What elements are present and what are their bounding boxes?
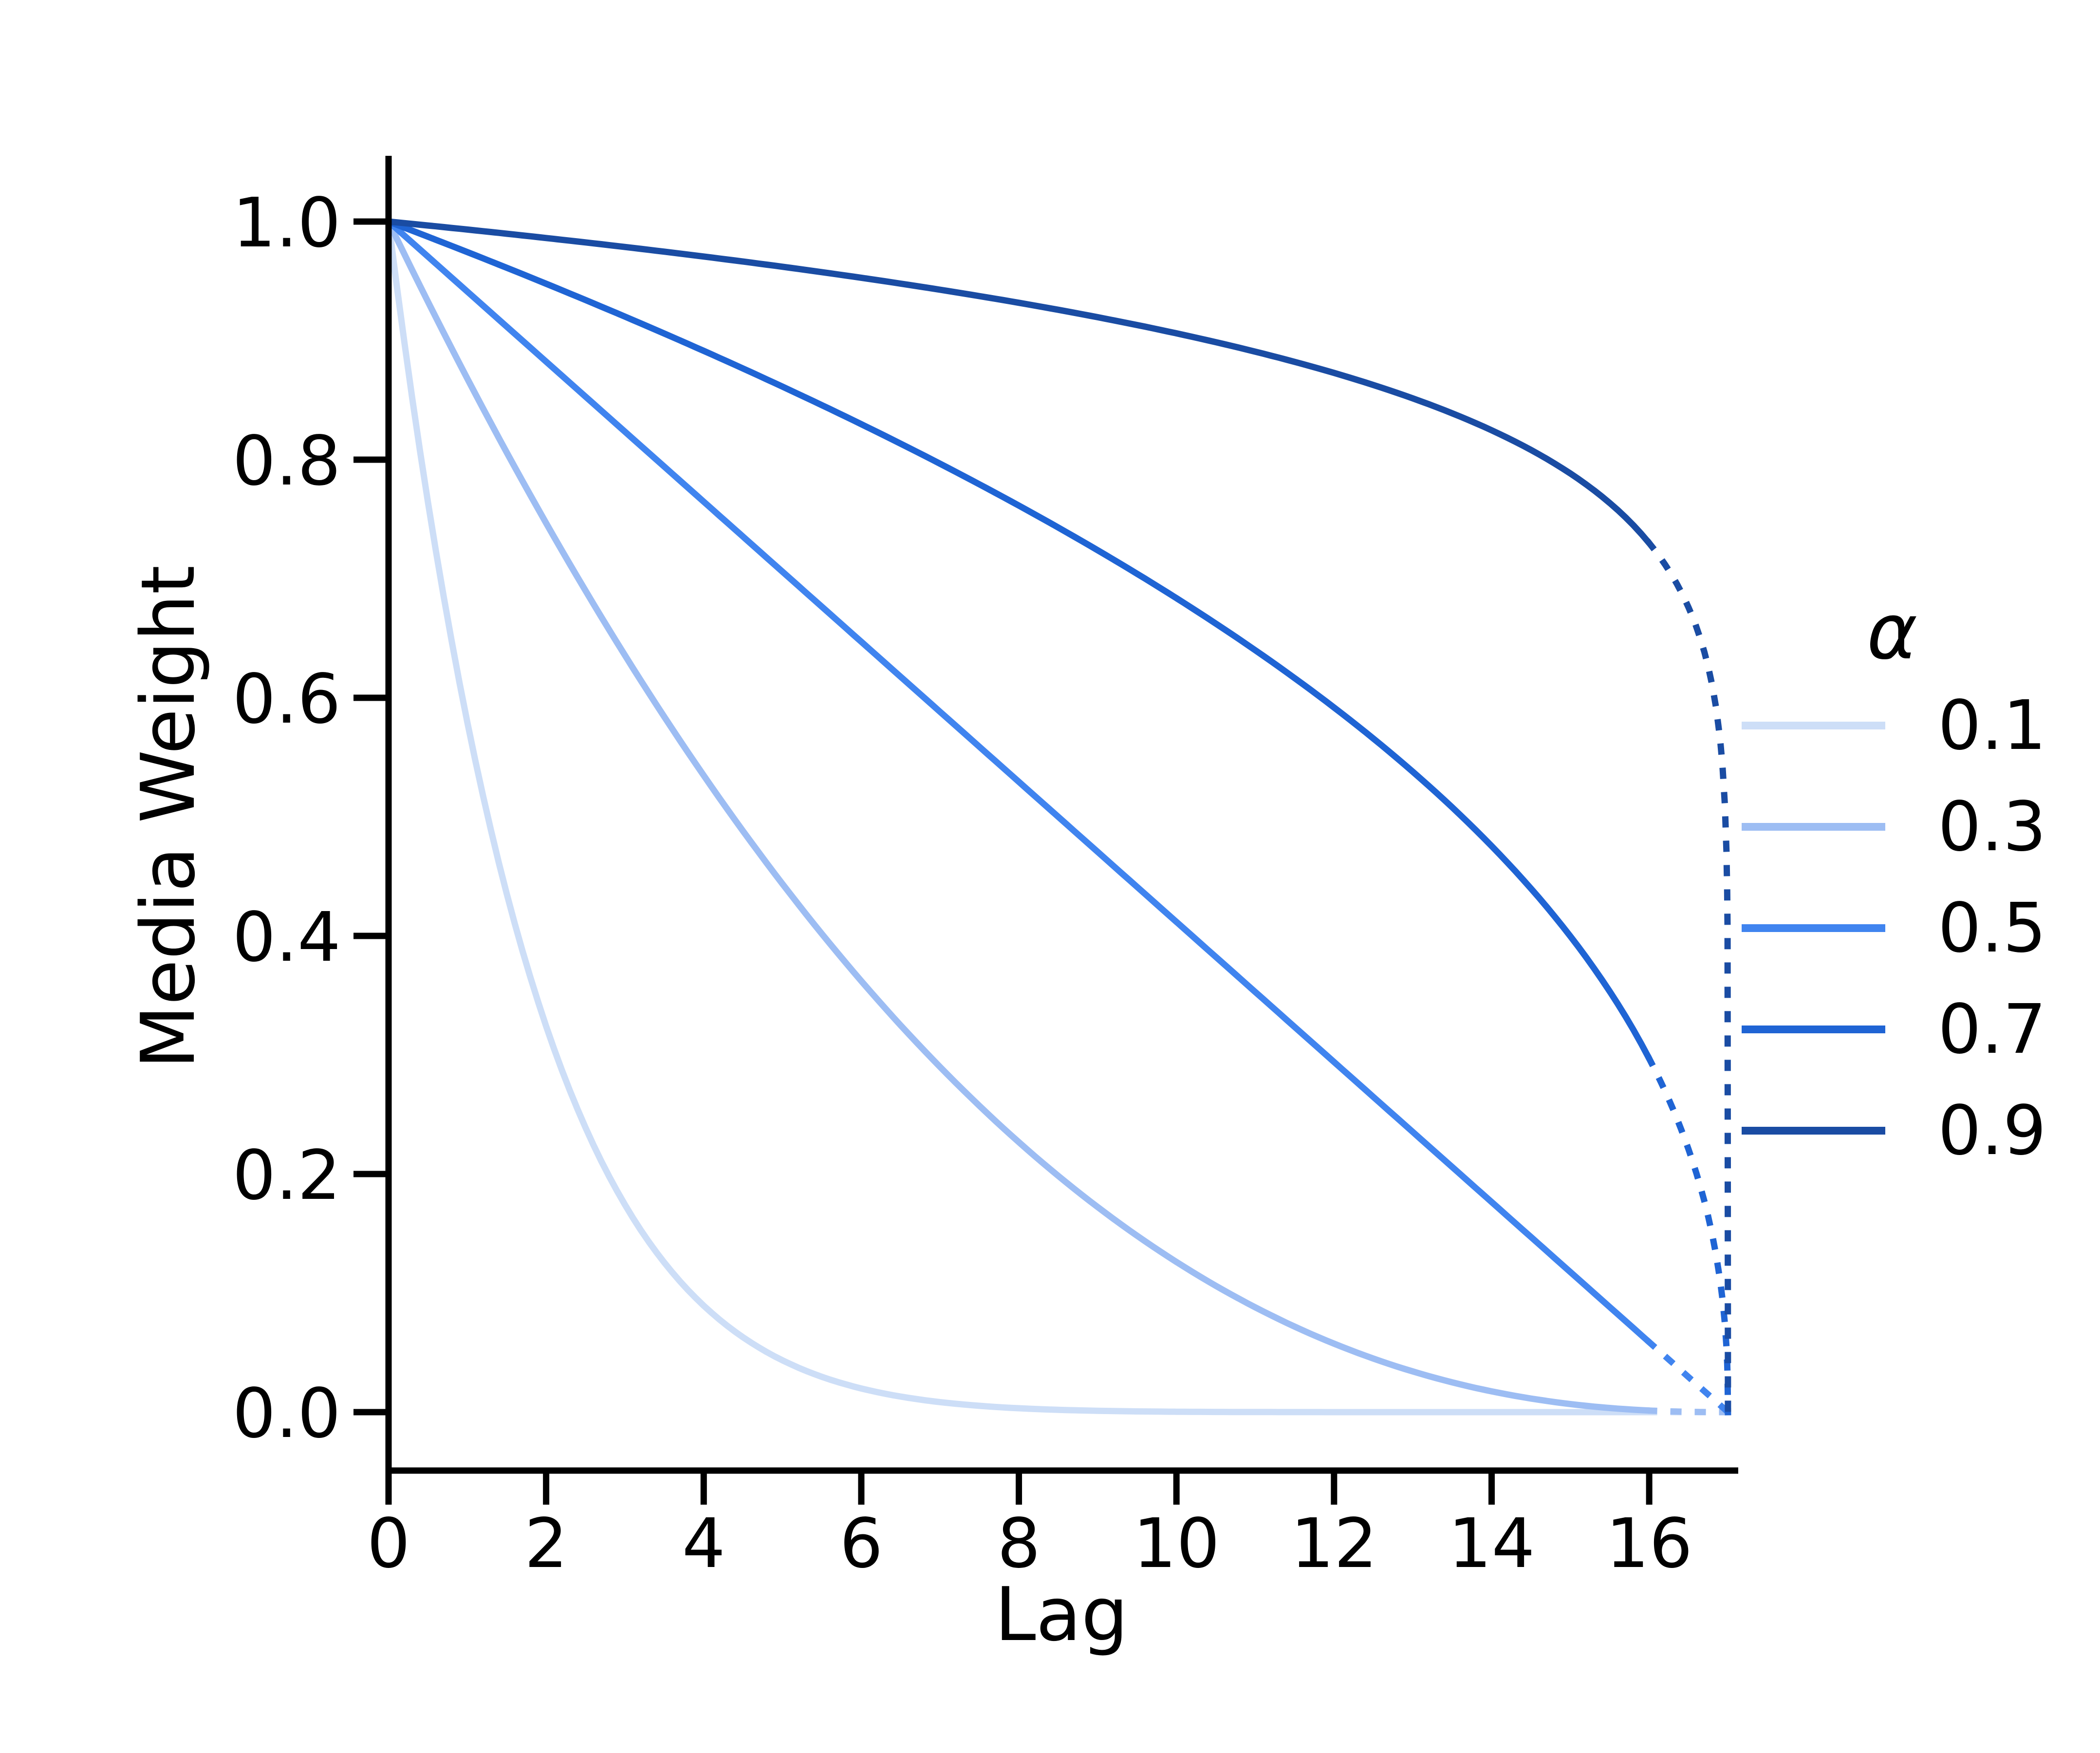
x-tick-label-4: 4 bbox=[682, 1504, 725, 1584]
series-line-solid-alpha-0.1 bbox=[385, 218, 1653, 1416]
x-tick-label-10: 10 bbox=[1133, 1504, 1220, 1584]
y-tick-label-0.8: 0.8 bbox=[232, 422, 341, 501]
x-tick-label-0: 0 bbox=[367, 1504, 410, 1584]
curves-group bbox=[385, 218, 1733, 1417]
y-tick-label-0.6: 0.6 bbox=[232, 660, 341, 739]
x-tick-label-14: 14 bbox=[1448, 1504, 1535, 1584]
legend-label-alpha-0.5: 0.5 bbox=[1938, 889, 2046, 968]
series-line-solid-alpha-0.9 bbox=[385, 218, 1653, 546]
legend-label-alpha-0.9: 0.9 bbox=[1938, 1091, 2046, 1171]
x-tick-label-8: 8 bbox=[997, 1504, 1041, 1584]
legend-item-alpha-0.7: 0.7 bbox=[1742, 990, 2046, 1069]
series-line-solid-alpha-0.3 bbox=[385, 218, 1653, 1414]
x-ticks-group: 0 2 4 6 8 10 12 14 16 bbox=[367, 1471, 1692, 1584]
legend-item-alpha-0.5: 0.5 bbox=[1742, 889, 2046, 968]
x-tick-label-6: 6 bbox=[839, 1504, 883, 1584]
y-tick-label-0.4: 0.4 bbox=[232, 898, 341, 977]
legend-items-group: 0.1 0.3 0.5 0.7 0.9 bbox=[1742, 686, 2046, 1171]
series-line-solid-alpha-0.5 bbox=[385, 218, 1653, 1345]
y-axis-title: Media Weight bbox=[125, 565, 211, 1069]
series-line-solid-alpha-0.7 bbox=[385, 218, 1653, 1062]
series-line-dotted-alpha-0.7 bbox=[1645, 1054, 1731, 1416]
y-tick-label-0.0: 0.0 bbox=[232, 1374, 341, 1454]
legend-label-alpha-0.1: 0.1 bbox=[1938, 686, 2046, 765]
x-tick-label-12: 12 bbox=[1291, 1504, 1377, 1584]
x-axis-title: Lag bbox=[995, 1571, 1128, 1658]
y-ticks-group: 1.0 0.8 0.6 0.4 0.2 0.0 bbox=[232, 184, 389, 1454]
legend-title: α bbox=[1867, 587, 1917, 677]
legend-label-alpha-0.7: 0.7 bbox=[1938, 990, 2046, 1069]
series-line-dotted-alpha-0.5 bbox=[1644, 1338, 1733, 1417]
series-line-dotted-alpha-0.3 bbox=[1646, 1407, 1731, 1416]
legend-item-alpha-0.9: 0.9 bbox=[1742, 1091, 2046, 1171]
y-tick-label-0.2: 0.2 bbox=[232, 1136, 341, 1215]
legend-label-alpha-0.3: 0.3 bbox=[1938, 787, 2046, 867]
x-tick-label-16: 16 bbox=[1606, 1504, 1692, 1584]
y-tick-label-1.0: 1.0 bbox=[232, 184, 341, 263]
legend: α 0.1 0.3 0.5 0.7 0.9 bbox=[1742, 587, 2046, 1171]
x-tick-label-2: 2 bbox=[524, 1504, 568, 1584]
series-line-dotted-alpha-0.9 bbox=[1644, 539, 1731, 1416]
legend-item-alpha-0.1: 0.1 bbox=[1742, 686, 2046, 765]
legend-item-alpha-0.3: 0.3 bbox=[1742, 787, 2046, 867]
